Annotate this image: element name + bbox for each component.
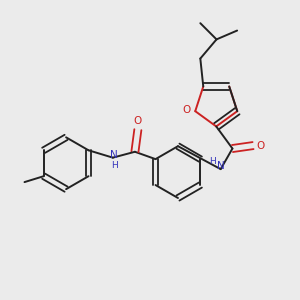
- Text: H: H: [209, 157, 216, 166]
- Text: H: H: [111, 160, 118, 169]
- Text: O: O: [134, 116, 142, 126]
- Text: O: O: [182, 105, 190, 115]
- Text: N: N: [217, 161, 224, 171]
- Text: O: O: [256, 141, 265, 151]
- Text: N: N: [110, 150, 118, 160]
